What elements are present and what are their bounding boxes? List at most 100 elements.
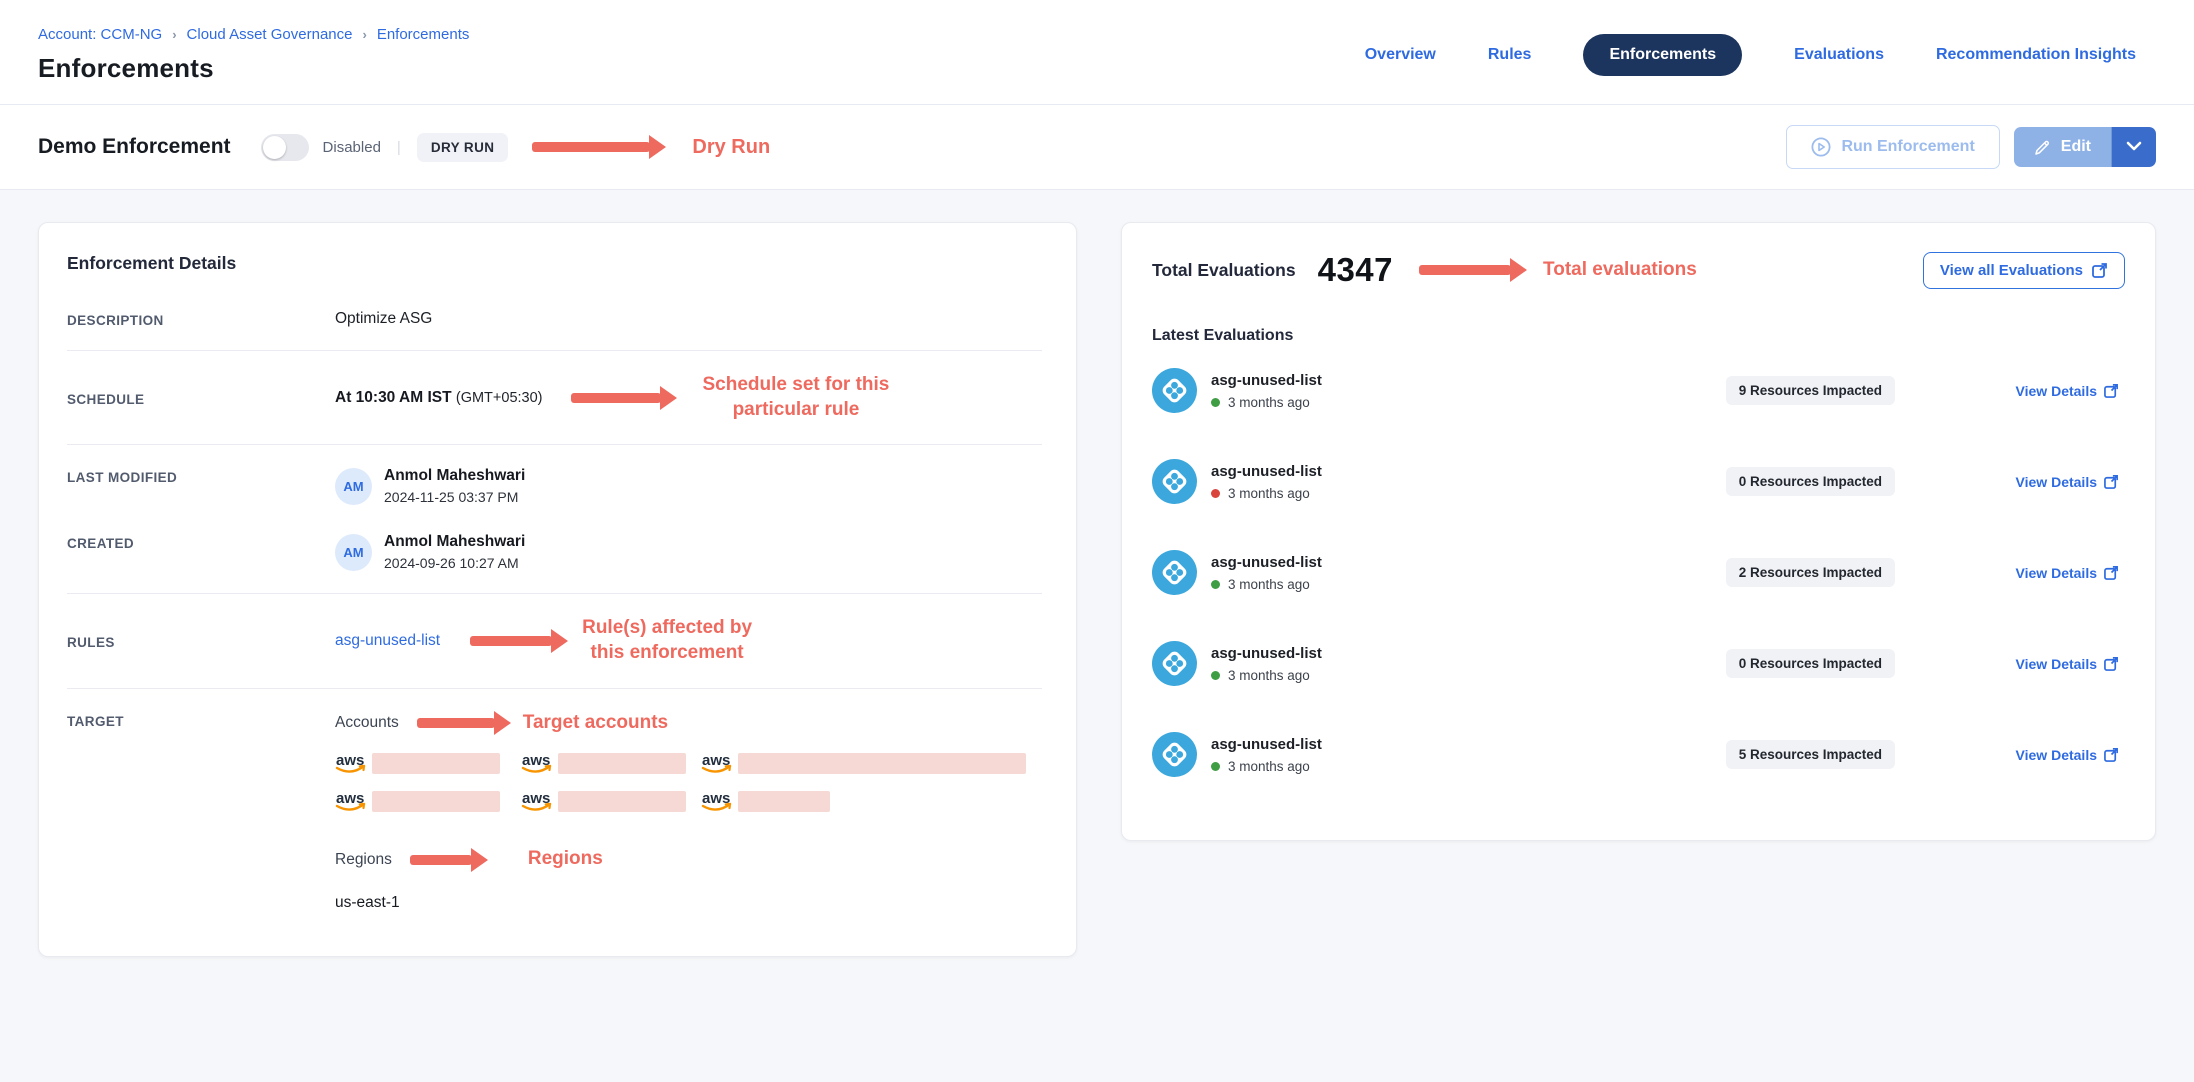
rule-link[interactable]: asg-unused-list	[335, 632, 441, 650]
enabled-toggle[interactable]	[260, 133, 309, 161]
evaluation-time: 3 months ago	[1228, 394, 1310, 410]
divider: |	[396, 138, 401, 156]
aws-logo-icon	[521, 751, 552, 774]
view-details-link[interactable]: View Details	[1895, 656, 2125, 672]
annotation-arrow	[1419, 258, 1528, 282]
aws-account-chip	[701, 789, 1026, 813]
evaluation-row: asg-unused-list 3 months ago 9 Resources…	[1152, 345, 2125, 436]
evaluation-name: asg-unused-list	[1211, 553, 1322, 571]
total-evaluations-label: Total Evaluations	[1152, 259, 1296, 280]
evaluations-header: Total Evaluations 4347 Total evaluations…	[1152, 251, 2125, 289]
evaluations-card: Total Evaluations 4347 Total evaluations…	[1121, 222, 2156, 841]
last-modified-date: 2024-11-25 03:37 PM	[384, 489, 519, 506]
aws-logo-icon	[701, 789, 732, 812]
created-name: Anmol Maheshwari	[384, 533, 526, 551]
evaluation-time: 3 months ago	[1228, 667, 1310, 683]
last-modified-row: LAST MODIFIED AM Anmol Maheshwari 2024-1…	[67, 467, 1042, 505]
dry-run-badge: DRY RUN	[416, 132, 509, 162]
aws-account-chip	[335, 751, 513, 775]
aws-account-chip	[521, 751, 693, 775]
annotation-arrow	[532, 135, 667, 159]
view-details-link[interactable]: View Details	[1895, 383, 2125, 399]
annotation-arrow	[416, 711, 511, 736]
schedule-value: At 10:30 AM IST (GMT+05:30)	[335, 388, 543, 406]
breadcrumb-governance[interactable]: Cloud Asset Governance	[186, 26, 353, 43]
last-modified-label: LAST MODIFIED	[67, 470, 178, 486]
schedule-row: SCHEDULE At 10:30 AM IST (GMT+05:30) Sch…	[67, 373, 1042, 422]
tab-rules[interactable]: Rules	[1487, 46, 1532, 63]
avatar: AM	[335, 467, 372, 505]
redacted-account-id	[372, 790, 500, 812]
aws-account-chip	[521, 789, 693, 813]
tab-recommendation-insights[interactable]: Recommendation Insights	[1935, 46, 2136, 63]
tab-overview[interactable]: Overview	[1364, 46, 1436, 63]
resources-impacted-badge: 5 Resources Impacted	[1725, 740, 1895, 769]
breadcrumb: Account: CCM-NG › Cloud Asset Governance…	[38, 26, 469, 43]
edit-dropdown-button[interactable]	[2112, 127, 2156, 167]
redacted-account-id	[738, 790, 830, 812]
content-area: Enforcement Details DESCRIPTION Optimize…	[0, 190, 2194, 1082]
evaluation-row: asg-unused-list 3 months ago 0 Resources…	[1152, 436, 2125, 527]
asg-rule-icon	[1152, 550, 1197, 595]
status-dot	[1211, 761, 1220, 771]
external-link-icon	[2104, 383, 2119, 398]
header-actions: Run Enforcement Edit	[1786, 125, 2156, 169]
tab-evaluations[interactable]: Evaluations	[1794, 46, 1884, 63]
regions-label: Regions	[335, 850, 392, 868]
evaluation-name: asg-unused-list	[1211, 462, 1322, 480]
accounts-label: Accounts	[335, 714, 399, 732]
view-details-link[interactable]: View Details	[1895, 565, 2125, 581]
latest-evaluations-heading: Latest Evaluations	[1152, 327, 1294, 344]
annotation-schedule: Schedule set for this particular rule	[702, 374, 890, 420]
annotation-total-evaluations: Total evaluations	[1543, 258, 1697, 280]
resources-impacted-badge: 9 Resources Impacted	[1725, 376, 1895, 405]
status-dot	[1211, 488, 1220, 498]
aws-logo-icon	[335, 751, 366, 774]
created-date: 2024-09-26 10:27 AM	[384, 555, 519, 572]
enforcement-header: Demo Enforcement Disabled | DRY RUN Dry …	[0, 105, 2194, 190]
aws-logo-icon	[521, 789, 552, 812]
nav-tabs: Overview Rules Enforcements Evaluations …	[1365, 34, 2136, 76]
redacted-account-id	[558, 752, 686, 774]
regions-header: Regions Regions	[335, 847, 1026, 872]
evaluation-time: 3 months ago	[1228, 576, 1310, 592]
evaluation-time: 3 months ago	[1228, 758, 1310, 774]
view-details-link[interactable]: View Details	[1895, 747, 2125, 763]
annotation-dry-run: Dry Run	[692, 136, 771, 158]
breadcrumb-account[interactable]: Account: CCM-NG	[38, 26, 163, 43]
edit-button[interactable]: Edit	[2013, 127, 2112, 167]
total-evaluations-value: 4347	[1317, 251, 1394, 288]
details-heading: Enforcement Details	[67, 253, 237, 273]
description-label: DESCRIPTION	[67, 313, 164, 328]
region-value: us-east-1	[335, 894, 400, 912]
enforcement-name: Demo Enforcement	[38, 135, 231, 158]
resources-impacted-badge: 0 Resources Impacted	[1725, 649, 1895, 678]
divider	[67, 687, 1042, 689]
breadcrumb-enforcements[interactable]: Enforcements	[376, 26, 470, 43]
external-link-icon	[2104, 565, 2119, 580]
asg-rule-icon	[1152, 459, 1197, 504]
created-user: AM Anmol Maheshwari 2024-09-26 10:27 AM	[335, 533, 525, 571]
tab-enforcements[interactable]: Enforcements	[1583, 34, 1743, 76]
divider	[67, 593, 1042, 595]
redacted-account-id	[738, 752, 1026, 774]
toggle-knob	[262, 135, 286, 159]
created-row: CREATED AM Anmol Maheshwari 2024-09-26 1…	[67, 533, 1042, 571]
evaluation-name: asg-unused-list	[1211, 735, 1322, 753]
target-accounts-list	[335, 751, 1026, 813]
run-enforcement-button[interactable]: Run Enforcement	[1786, 125, 2000, 169]
view-all-evaluations-button[interactable]: View all Evaluations	[1922, 251, 2125, 289]
resources-impacted-badge: 0 Resources Impacted	[1725, 467, 1895, 496]
accounts-header: Accounts Target accounts	[335, 711, 1026, 736]
evaluation-row: asg-unused-list 3 months ago 5 Resources…	[1152, 709, 2125, 800]
chevron-down-icon	[2126, 138, 2142, 156]
annotation-accounts: Target accounts	[522, 711, 669, 733]
external-link-icon	[2104, 747, 2119, 762]
annotation-arrow	[409, 847, 488, 872]
redacted-account-id	[372, 752, 500, 774]
asg-rule-icon	[1152, 641, 1197, 686]
view-details-link[interactable]: View Details	[1895, 474, 2125, 490]
pencil-icon	[2034, 139, 2051, 156]
annotation-rules: Rule(s) affected by this enforcement	[582, 617, 753, 664]
created-label: CREATED	[67, 536, 135, 552]
